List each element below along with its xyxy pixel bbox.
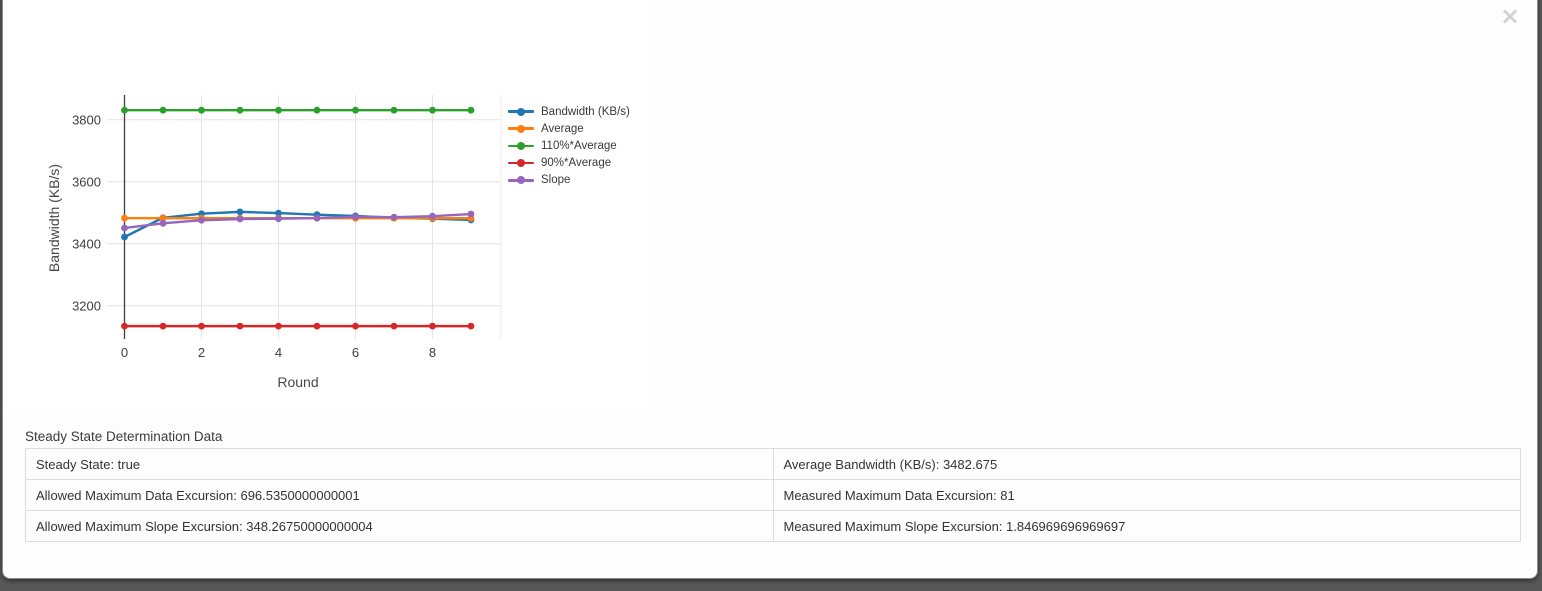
steady-state-modal: 3200 3400 3600 3800 0 2 4 6 8 Round Bandwidth (KB/… (2, 0, 1538, 579)
legend-item-slope[interactable]: Slope (508, 172, 630, 189)
legend-label: Average (541, 122, 584, 135)
legend-item-average[interactable]: Average (508, 120, 630, 137)
legend-item-110pct-average[interactable]: 110%*Average (508, 137, 630, 154)
chart-plot-area: 3200 3400 3600 3800 0 2 4 6 8 Round Bandwidth (KB/… (4, 0, 704, 426)
svg-text:3200: 3200 (72, 298, 101, 313)
svg-text:Bandwidth (KB/s): Bandwidth (KB/s) (46, 164, 62, 272)
legend-line-dot-icon (508, 141, 534, 151)
table-row: Allowed Maximum Data Excursion: 696.5350… (25, 479, 1521, 511)
svg-text:2: 2 (198, 345, 205, 360)
legend-line-dot-icon (508, 107, 534, 117)
table-title: Steady State Determination Data (25, 429, 223, 444)
svg-text:3800: 3800 (72, 112, 101, 127)
svg-text:3400: 3400 (72, 236, 101, 251)
table-row: Steady State: true Average Bandwidth (KB… (25, 448, 1521, 480)
chart-legend: Bandwidth (KB/s) Average 110%*Average 90… (508, 103, 630, 189)
close-icon: × (1499, 2, 1521, 30)
svg-text:0: 0 (121, 345, 128, 360)
table-row: Allowed Maximum Slope Excursion: 348.267… (25, 510, 1521, 542)
legend-label: Bandwidth (KB/s) (541, 105, 630, 118)
legend-item-bandwidth[interactable]: Bandwidth (KB/s) (508, 103, 630, 120)
legend-label: 90%*Average (541, 157, 612, 170)
svg-text:8: 8 (429, 345, 436, 360)
svg-text:Round: Round (277, 374, 318, 390)
measured-data-excursion-cell: Measured Maximum Data Excursion: 81 (772, 479, 1521, 511)
svg-text:4: 4 (275, 345, 282, 360)
close-button[interactable]: × (1495, 1, 1525, 31)
legend-line-dot-icon (508, 158, 534, 168)
legend-line-dot-icon (508, 124, 534, 134)
svg-text:3600: 3600 (72, 174, 101, 189)
legend-label: 110%*Average (541, 139, 617, 152)
allowed-slope-excursion-cell: Allowed Maximum Slope Excursion: 348.267… (25, 510, 774, 542)
steady-state-cell: Steady State: true (25, 448, 774, 480)
legend-label: Slope (541, 174, 571, 187)
average-bandwidth-cell: Average Bandwidth (KB/s): 3482.675 (772, 448, 1521, 480)
bandwidth-chart: 3200 3400 3600 3800 0 2 4 6 8 Round Bandwidth (KB/… (4, 0, 654, 414)
legend-item-90pct-average[interactable]: 90%*Average (508, 155, 630, 172)
legend-line-dot-icon (508, 175, 534, 185)
svg-text:6: 6 (352, 345, 359, 360)
measured-slope-excursion-cell: Measured Maximum Slope Excursion: 1.8469… (772, 510, 1521, 542)
allowed-data-excursion-cell: Allowed Maximum Data Excursion: 696.5350… (25, 479, 774, 511)
steady-state-table: Steady State: true Average Bandwidth (KB… (25, 448, 1521, 542)
